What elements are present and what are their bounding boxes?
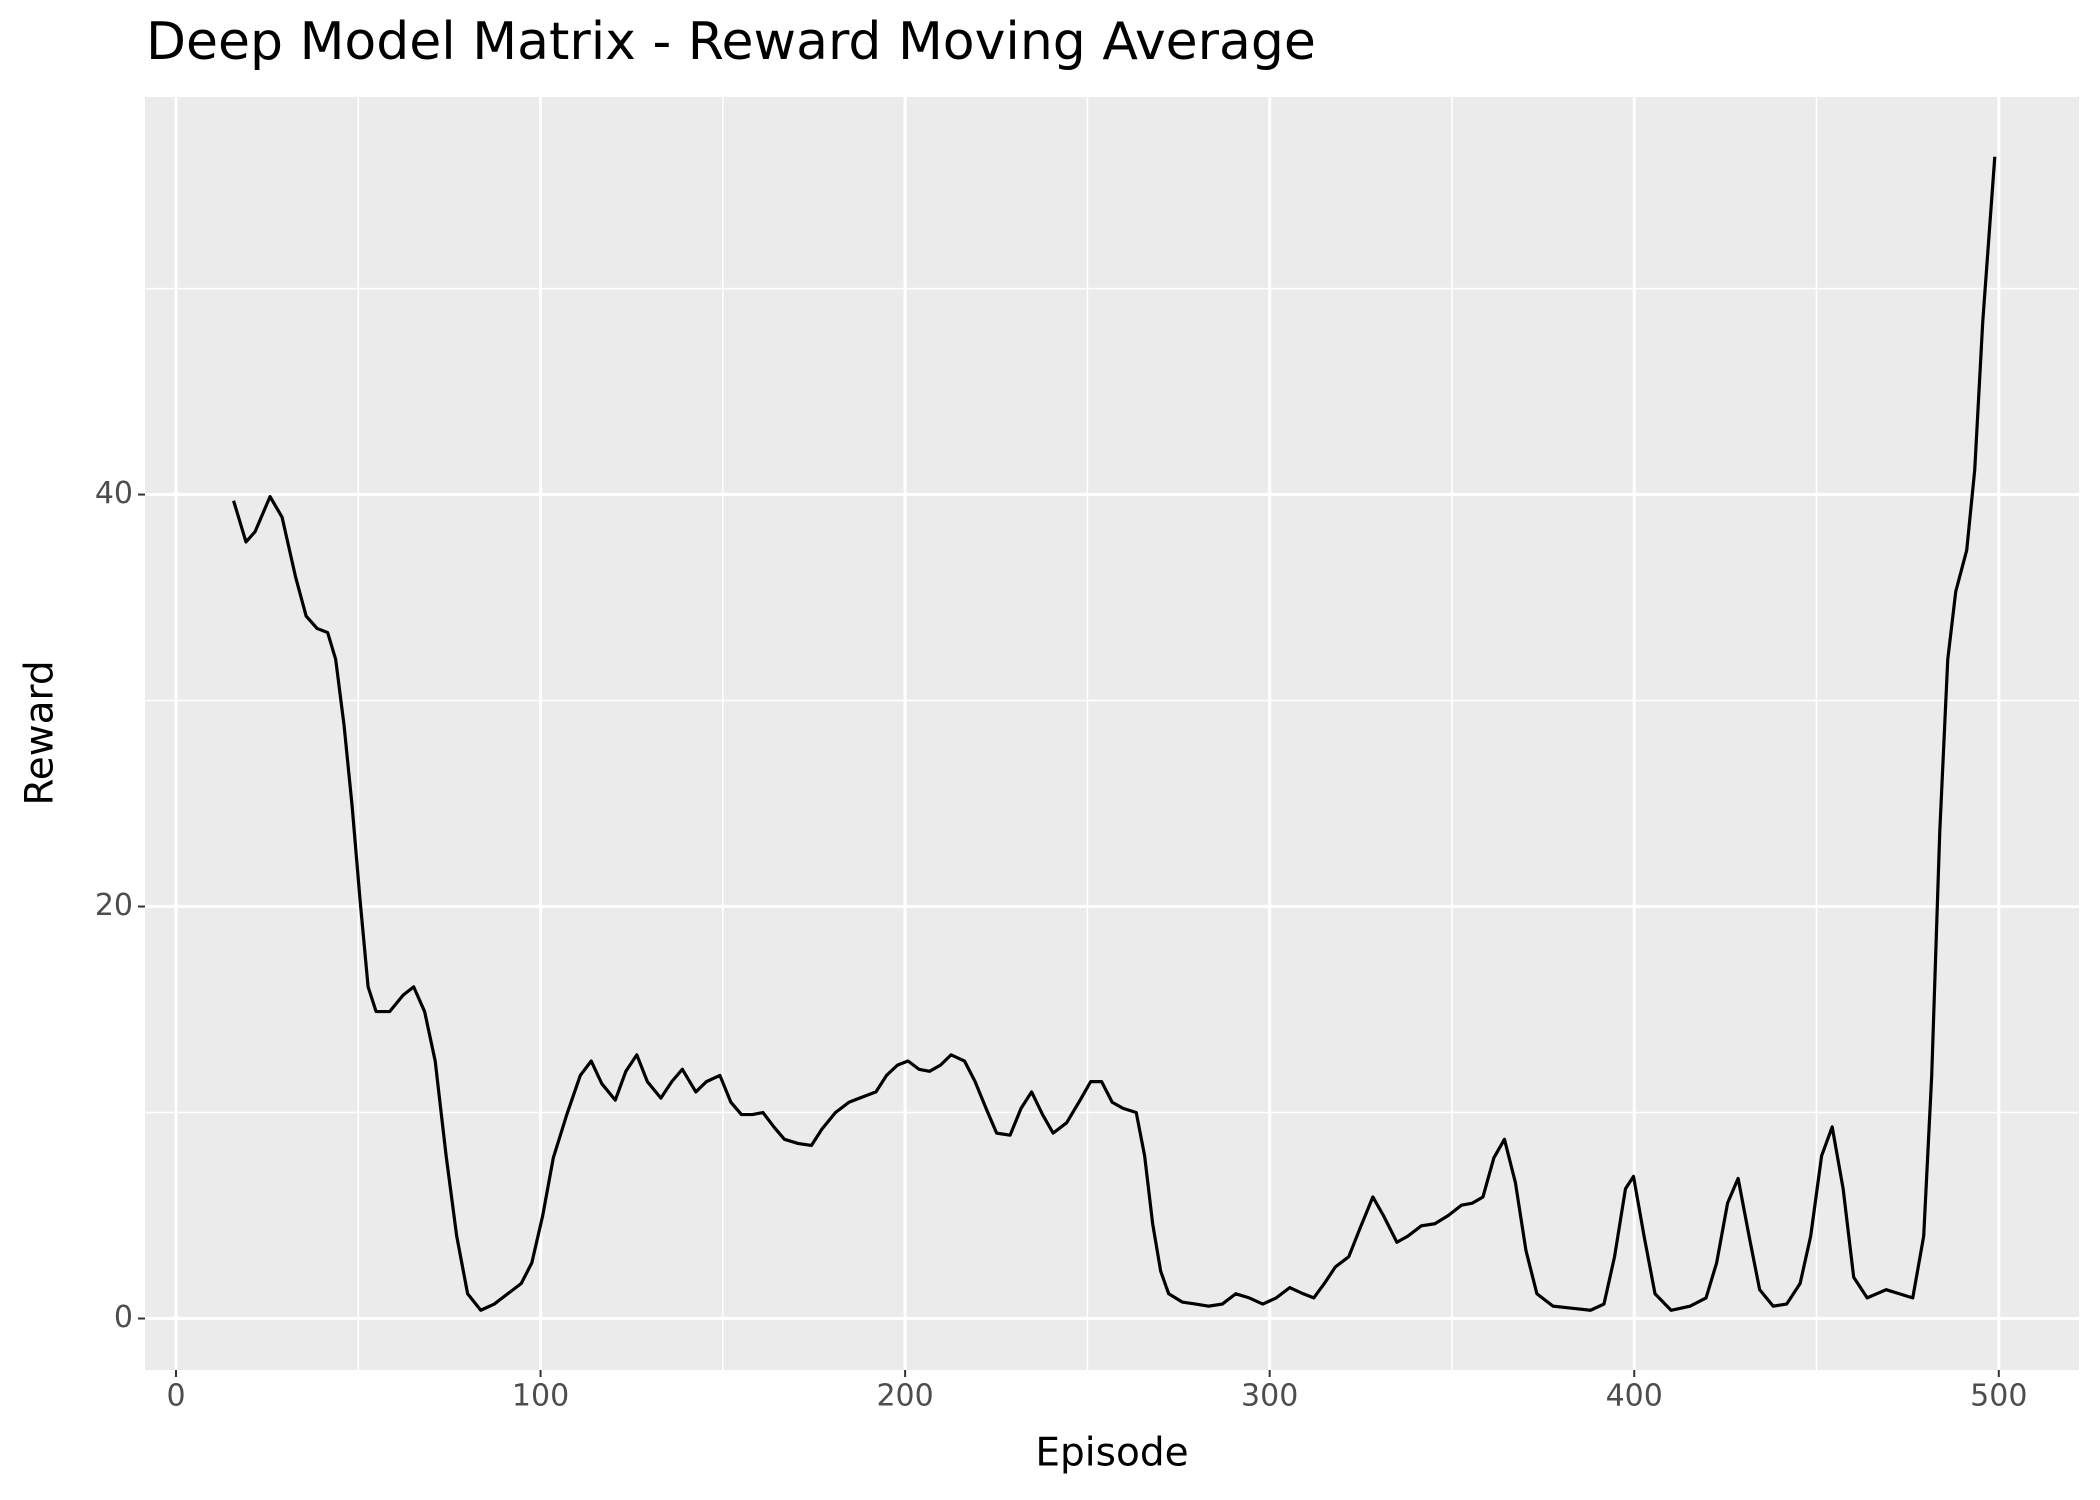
y-axis-label: Reward [18, 660, 63, 805]
line-series [232, 156, 1997, 1312]
x-tick-label: 500 [1970, 1379, 2027, 1414]
plot-panel [145, 97, 2079, 1370]
x-tick-label: 200 [876, 1379, 933, 1414]
chart-title: Deep Model Matrix - Reward Moving Averag… [146, 12, 1316, 72]
x-tick-label: 0 [166, 1379, 185, 1414]
y-tick-label: 20 [95, 888, 133, 923]
y-tick-label: 0 [114, 1300, 133, 1335]
x-axis-label: Episode [1035, 1431, 1188, 1476]
x-tick-label: 300 [1241, 1379, 1298, 1414]
x-tick-label: 100 [512, 1379, 569, 1414]
y-tick-label: 40 [95, 476, 133, 511]
x-tick-label: 400 [1606, 1379, 1663, 1414]
